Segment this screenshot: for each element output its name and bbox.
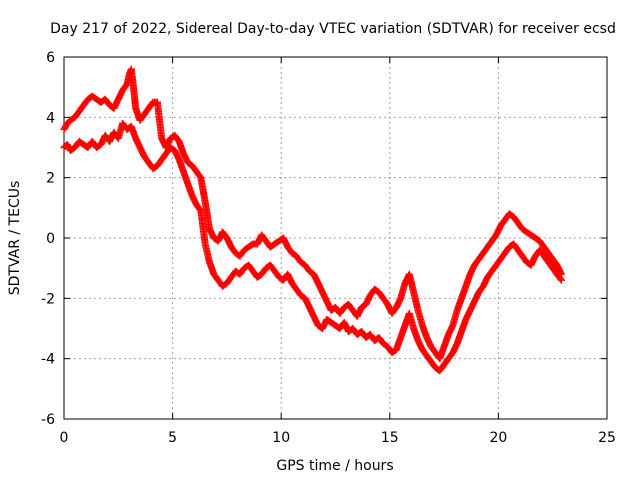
y-tick-label: 0	[46, 231, 55, 247]
data-point	[557, 276, 565, 284]
grid	[64, 57, 607, 419]
data-point-fill	[557, 275, 565, 283]
x-tick-label: 15	[381, 430, 399, 446]
y-tick-label: 4	[46, 110, 55, 126]
x-axis-label: GPS time / hours	[276, 458, 393, 474]
chart-title: Day 217 of 2022, Sidereal Day-to-day VTE…	[50, 21, 616, 37]
x-axis: 0 5 10 15 20 25	[60, 57, 616, 446]
y-tick-label: -6	[41, 412, 55, 428]
x-tick-label: 10	[272, 430, 290, 446]
y-tick-label: -2	[41, 291, 55, 307]
data-points	[60, 65, 565, 375]
x-tick-label: 5	[168, 430, 177, 446]
x-tick-label: 20	[489, 430, 507, 446]
y-tick-label: -4	[41, 352, 55, 368]
y-axis: -6 -4 -2 0 2 4 6	[41, 50, 607, 428]
y-tick-label: 2	[46, 171, 55, 187]
y-tick-label: 6	[46, 50, 55, 66]
y-axis-label: SDTVAR / TECUs	[7, 181, 23, 296]
x-tick-label: 25	[598, 430, 616, 446]
x-tick-label: 0	[60, 430, 69, 446]
